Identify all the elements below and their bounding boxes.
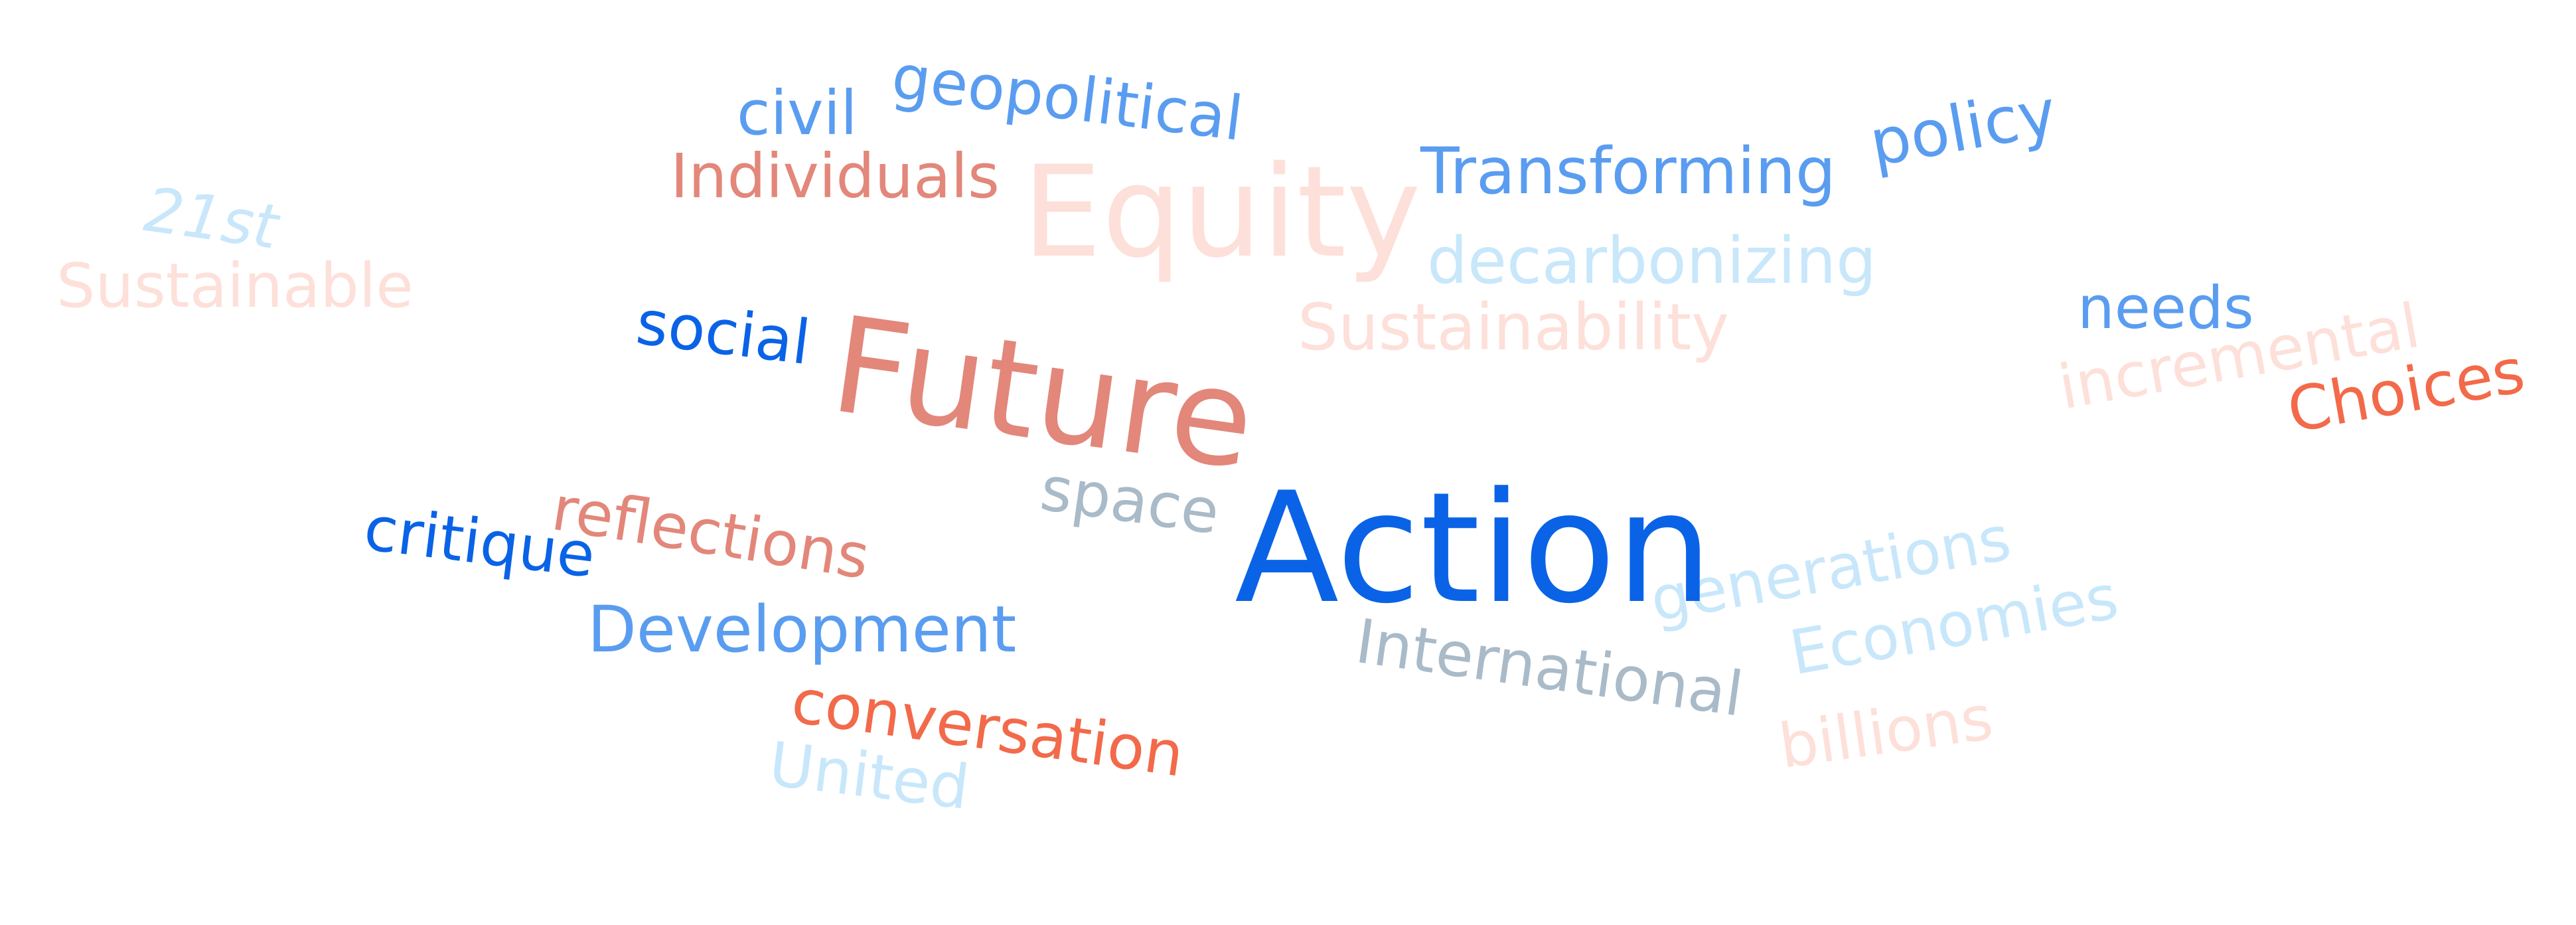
word-policy: policy bbox=[1864, 75, 2062, 181]
word-sustainable: Sustainable bbox=[56, 250, 414, 321]
word-social: social bbox=[632, 287, 814, 379]
word-sustainability: Sustainability bbox=[1298, 290, 1730, 365]
word-needs: needs bbox=[2078, 274, 2254, 342]
word-action: Action bbox=[1235, 460, 1713, 637]
word-decarbonizing: decarbonizing bbox=[1427, 224, 1877, 298]
word-geopolitical: geopolitical bbox=[887, 41, 1247, 155]
word-transforming: Transforming bbox=[1420, 134, 1836, 209]
word-equity: Equity bbox=[1022, 139, 1421, 286]
word-individuals: Individuals bbox=[670, 141, 1000, 212]
word-development: Development bbox=[587, 592, 1017, 667]
word-future: Future bbox=[822, 288, 1264, 500]
word-billions: billions bbox=[1774, 682, 1997, 783]
word-21st: 21st bbox=[140, 174, 283, 264]
word-civil: civil bbox=[737, 78, 858, 149]
